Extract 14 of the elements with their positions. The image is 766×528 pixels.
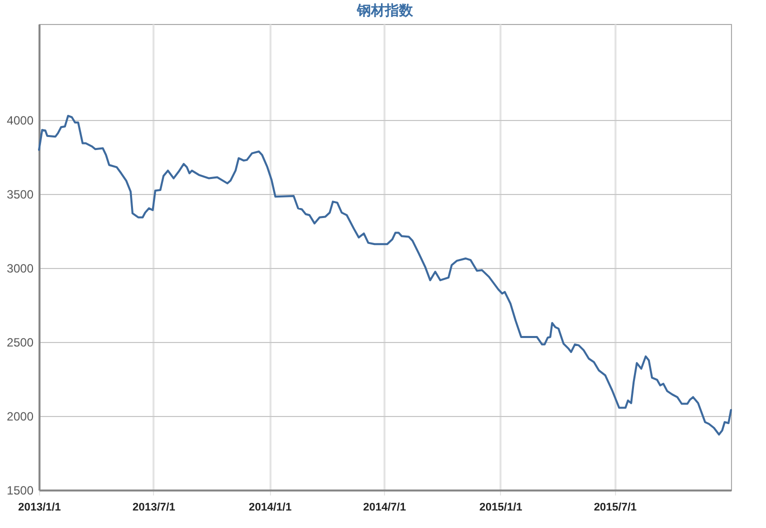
- y-tick-label: 1500: [6, 484, 34, 498]
- x-tick-label: 2015/1/1: [479, 502, 522, 514]
- x-tick-label: 2015/7/1: [594, 502, 637, 514]
- x-tick-label: 2013/7/1: [132, 502, 176, 514]
- x-tick-label: 2013/1/1: [18, 502, 61, 514]
- y-tick-label: 4000: [6, 114, 34, 128]
- y-tick-label: 3500: [6, 188, 34, 202]
- x-tick-label: 2014/1/1: [248, 502, 292, 514]
- x-tick-label: 2014/7/1: [363, 502, 406, 514]
- chart-title: 钢材指数: [356, 3, 414, 19]
- line-series: [38, 114, 732, 436]
- y-tick-label: 2000: [6, 410, 34, 424]
- y-tick-label: 2500: [6, 336, 34, 350]
- y-tick-label: 3000: [6, 262, 34, 276]
